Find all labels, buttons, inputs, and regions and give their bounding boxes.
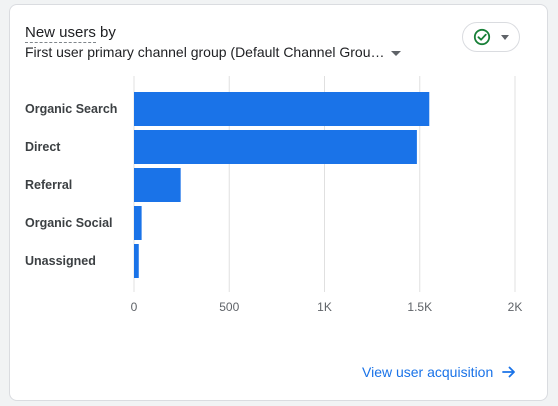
bar[interactable] — [134, 168, 181, 202]
title-suffix: by — [95, 24, 116, 41]
x-tick-label: 1K — [317, 300, 332, 314]
category-label: Direct — [25, 140, 61, 154]
chart-x-axis-ticks: 0 500 1K 1.5K 2K — [131, 300, 523, 314]
bar[interactable] — [134, 244, 139, 278]
bar[interactable] — [134, 130, 417, 164]
dimension-label: First user primary channel group (Defaul… — [25, 44, 385, 60]
view-user-acquisition-label: View user acquisition — [362, 364, 494, 380]
chart-category-labels: Organic Search Direct Referral Organic Soci… — [25, 102, 117, 268]
category-label: Referral — [25, 178, 72, 192]
bar[interactable] — [134, 206, 142, 240]
metric-label[interactable]: New users — [25, 24, 96, 43]
category-label: Organic Search — [25, 102, 117, 116]
status-dropdown[interactable] — [462, 22, 520, 52]
check-circle-icon — [473, 28, 491, 46]
category-label: Unassigned — [25, 254, 96, 268]
bar[interactable] — [134, 92, 430, 126]
card-title: New users by — [25, 24, 116, 43]
view-user-acquisition-link[interactable]: View user acquisition — [362, 364, 517, 380]
caret-down-icon — [390, 50, 401, 56]
x-tick-label: 1.5K — [407, 300, 432, 314]
new-users-card — [9, 4, 548, 401]
x-tick-label: 2K — [508, 300, 523, 314]
dimension-selector[interactable]: First user primary channel group (Defaul… — [25, 44, 401, 60]
caret-down-icon — [501, 34, 509, 40]
category-label: Organic Social — [25, 216, 113, 230]
x-tick-label: 0 — [131, 300, 138, 314]
x-tick-label: 500 — [219, 300, 239, 314]
arrow-right-icon — [502, 366, 516, 378]
chart-bars — [134, 92, 430, 278]
